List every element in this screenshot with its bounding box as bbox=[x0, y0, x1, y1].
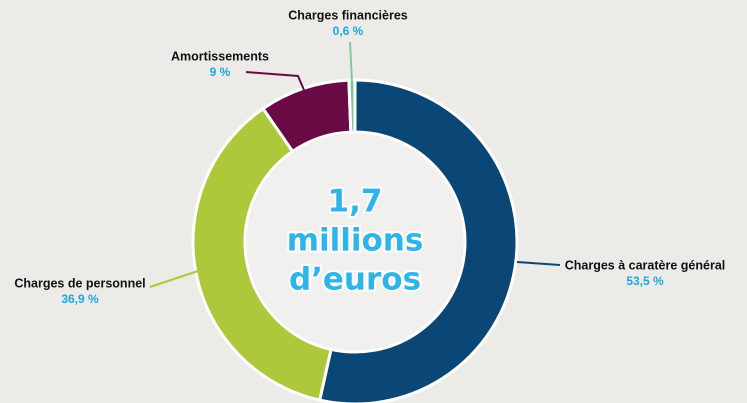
center-label: 1,7 bbox=[328, 184, 383, 220]
donut-segment bbox=[191, 106, 333, 402]
segment-label: Charges à caratère général bbox=[565, 258, 726, 272]
leader-line bbox=[516, 261, 561, 266]
donut-segment bbox=[317, 78, 519, 403]
donut-hole bbox=[247, 134, 463, 350]
donut-segment bbox=[347, 78, 357, 134]
center-label: millions bbox=[287, 223, 424, 259]
segment-value-label: 9 % bbox=[210, 65, 231, 79]
leader-line bbox=[349, 41, 353, 83]
segment-label: Charges de personnel bbox=[14, 276, 145, 290]
segment-value-label: 0,6 % bbox=[333, 24, 364, 38]
segment-label: Charges financières bbox=[288, 8, 408, 22]
segment-value-label: 53,5 % bbox=[626, 274, 664, 288]
leader-line bbox=[245, 71, 305, 91]
center-label: d’euros bbox=[289, 262, 421, 298]
leader-line bbox=[149, 270, 199, 288]
segment-value-label: 36,9 % bbox=[61, 292, 99, 306]
segment-label: Amortissements bbox=[171, 49, 269, 63]
